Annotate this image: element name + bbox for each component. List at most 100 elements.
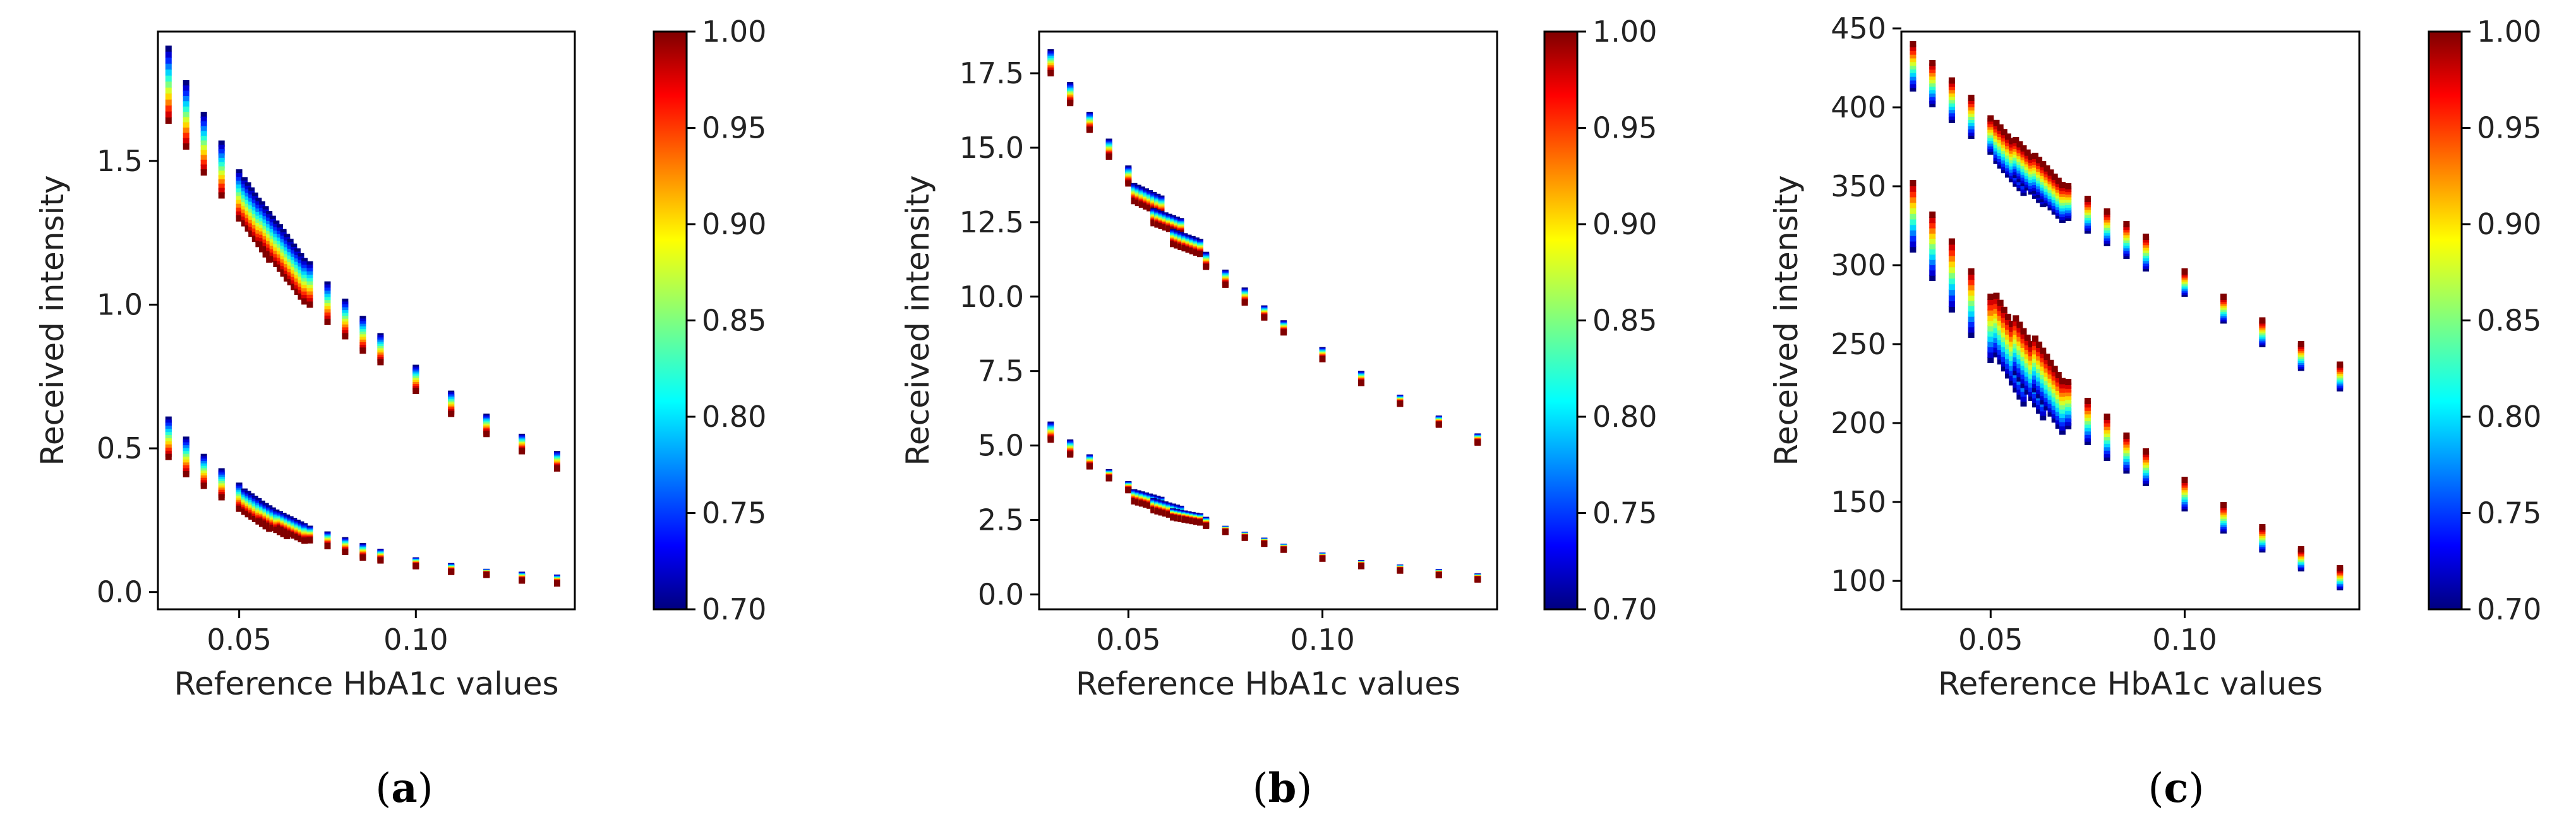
data-point: [2001, 311, 2007, 318]
data-point: [262, 216, 269, 223]
y-tick-label: 350: [1831, 169, 1886, 203]
data-point: [2020, 346, 2027, 352]
data-point: [2065, 390, 2072, 397]
data-point: [554, 580, 560, 587]
data-point: [1993, 317, 2000, 324]
data-point: [294, 282, 301, 289]
data-point: [2084, 439, 2091, 445]
data-point: [183, 117, 190, 124]
data-point: [259, 201, 265, 208]
data-point: [277, 227, 283, 234]
colorbar-tick-label: 0.70: [2477, 592, 2541, 626]
data-point: [1910, 81, 1917, 88]
panel-label-open: (: [2148, 765, 2164, 812]
data-point: [1910, 224, 1917, 230]
data-point: [2020, 350, 2027, 357]
data-point: [2036, 375, 2043, 382]
colorbar-tick-label: 0.85: [1592, 304, 1657, 338]
colorbar-tick-label: 0.95: [2477, 111, 2541, 145]
data-point: [259, 518, 265, 525]
data-point: [1948, 87, 1955, 94]
data-point: [2043, 362, 2050, 369]
data-point: [2043, 354, 2050, 361]
data-point: [269, 232, 276, 239]
data-point: [273, 247, 280, 254]
data-point: [236, 196, 243, 203]
data-point: [266, 241, 273, 248]
y-tick-label: 0.0: [97, 575, 143, 609]
data-point: [1929, 87, 1936, 94]
data-point: [269, 239, 276, 246]
data-point: [1948, 289, 1955, 296]
data-point: [2013, 337, 2019, 344]
data-point: [2084, 418, 2091, 425]
data-point: [1929, 77, 1936, 84]
data-point: [2047, 402, 2054, 409]
data-point: [1910, 235, 1917, 242]
y-tick-label: 300: [1831, 248, 1886, 282]
data-point: [2009, 364, 2016, 371]
data-point: [2051, 391, 2058, 398]
data-point: [1929, 97, 1936, 104]
data-point: [259, 246, 265, 253]
colorbar-tick-label: 1.00: [2477, 15, 2541, 49]
data-point: [1993, 326, 2000, 333]
data-point: [1203, 522, 1210, 529]
data-point: [183, 85, 190, 92]
data-point: [241, 184, 248, 191]
y-tick-label: 1.5: [97, 144, 143, 178]
data-point: [1910, 241, 1917, 248]
data-point: [1993, 302, 2000, 309]
data-point: [2059, 386, 2066, 393]
data-point: [2047, 368, 2054, 375]
data-point: [2047, 397, 2054, 404]
data-point: [277, 261, 283, 268]
data-point: [2036, 342, 2043, 348]
data-point: [273, 254, 280, 261]
data-point: [2059, 395, 2066, 402]
data-point: [2084, 408, 2091, 415]
data-point: [280, 256, 287, 263]
series-upper: [1910, 41, 2344, 391]
data-point: [236, 215, 243, 222]
data-point: [259, 205, 265, 211]
y-tick-label: 15.0: [960, 131, 1024, 165]
data-point: [1158, 509, 1165, 516]
data-point: [2020, 145, 2027, 152]
data-point: [248, 198, 255, 205]
data-point: [1993, 312, 2000, 319]
data-point: [2001, 316, 2007, 323]
data-point: [1910, 56, 1917, 63]
data-point: [1929, 63, 1936, 70]
data-point: [200, 159, 207, 166]
data-point: [1910, 52, 1917, 59]
data-point: [251, 228, 258, 235]
data-point: [2123, 221, 2130, 227]
data-point: [2040, 405, 2047, 412]
data-point: [1147, 502, 1153, 509]
data-point: [291, 243, 298, 250]
data-point: [1910, 48, 1917, 55]
data-point: [2084, 432, 2091, 439]
data-point: [1987, 309, 1994, 316]
data-point: [2009, 138, 2016, 145]
data-point: [280, 530, 287, 537]
data-point: [183, 122, 190, 129]
data-point: [255, 205, 262, 212]
data-point: [183, 143, 190, 150]
data-point: [1929, 90, 1936, 97]
data-point: [2065, 382, 2072, 389]
data-point: [1177, 515, 1184, 522]
data-point: [236, 200, 243, 206]
data-point: [2024, 334, 2031, 341]
data-point: [1138, 201, 1145, 208]
data-point: [1105, 153, 1112, 160]
data-point: [244, 511, 251, 518]
data-point: [165, 69, 172, 76]
data-point: [287, 242, 294, 249]
data-point: [255, 198, 262, 205]
data-point: [1929, 243, 1936, 249]
data-point: [259, 214, 265, 221]
data-point: [280, 266, 287, 273]
data-point: [2013, 381, 2019, 388]
